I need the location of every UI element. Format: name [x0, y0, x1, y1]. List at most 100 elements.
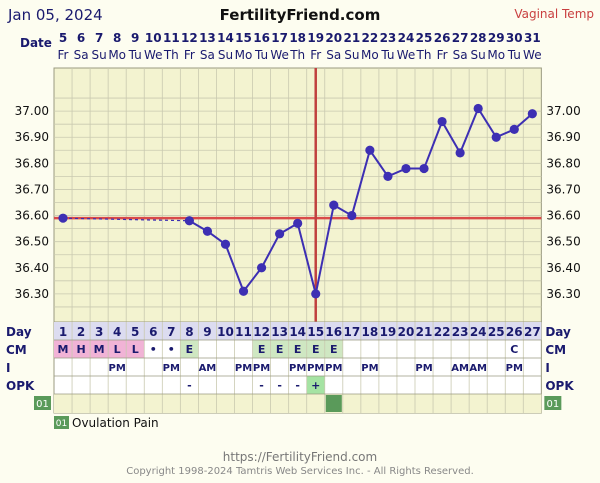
- intercourse-cell: PM: [361, 363, 378, 374]
- date-tick: 22: [362, 31, 379, 45]
- temp-point: [383, 171, 393, 181]
- day-row-label-right: Day: [545, 325, 571, 339]
- date-tick: 29: [488, 31, 505, 45]
- date-tick: 26: [434, 31, 451, 45]
- temp-segment: [423, 121, 444, 169]
- cycle-day-cell: 18: [362, 325, 379, 339]
- date-tick: 23: [380, 31, 397, 45]
- cm-row-label-right: CM: [545, 343, 566, 357]
- weekday-tick: Tu: [128, 48, 142, 62]
- temp-point: [509, 124, 519, 134]
- cm-cell-fill: [54, 340, 73, 358]
- weekday-tick: Su: [344, 48, 359, 62]
- temp-segment: [296, 223, 317, 295]
- opk-cell: -: [187, 379, 192, 392]
- date-tick: 27: [452, 31, 469, 45]
- i-row-label: I: [6, 361, 10, 375]
- weekday-tick: Sa: [74, 48, 89, 62]
- cycle-day-cell: 23: [452, 325, 469, 339]
- date-tick: 24: [398, 31, 415, 45]
- cycle-day-cell: 20: [398, 325, 415, 339]
- weekday-tick: Th: [416, 48, 432, 62]
- ytick-label-right: 36.30: [546, 287, 580, 301]
- footer-copyright: Copyright 1998-2024 Tamtris Web Services…: [126, 466, 474, 477]
- legend-code-box: [54, 416, 69, 429]
- date-tick: 17: [271, 31, 288, 45]
- code-label-box-right: [544, 396, 562, 410]
- cm-cell: C: [510, 343, 518, 356]
- date-label: Date: [20, 36, 52, 50]
- ytick-label-right: 36.50: [546, 235, 580, 249]
- legend-label: Ovulation Pain: [72, 416, 159, 430]
- intercourse-cell: AM: [469, 363, 487, 374]
- cycle-day-cell: 12: [253, 325, 270, 339]
- cycle-day-cell: 21: [416, 325, 433, 339]
- date-tick: 14: [217, 31, 234, 45]
- cycle-day-cell: 3: [95, 325, 103, 339]
- temp-point: [58, 213, 68, 223]
- date-tick: 12: [181, 31, 198, 45]
- temp-segment: [369, 149, 389, 177]
- temp-point: [401, 163, 411, 174]
- temp-point: [293, 218, 303, 228]
- cm-cell: E: [186, 343, 194, 356]
- start-date: Jan 05, 2024: [7, 6, 103, 24]
- intercourse-cell: AM: [199, 363, 217, 374]
- cm-cell: M: [94, 343, 105, 356]
- cycle-day-cell: 6: [149, 325, 157, 339]
- temp-point: [437, 116, 447, 127]
- temp-point: [473, 103, 483, 114]
- temp-point: [220, 239, 231, 249]
- ytick-label-right: 36.90: [546, 130, 580, 144]
- date-tick: 30: [506, 31, 523, 45]
- temp-point: [329, 200, 339, 210]
- intercourse-cell: PM: [253, 363, 270, 374]
- temp-type: Vaginal Temp: [514, 7, 594, 21]
- ytick-label-right: 37.00: [546, 104, 580, 118]
- temp-segment: [477, 107, 498, 138]
- date-tick: 7: [95, 31, 103, 45]
- cycle-day-cell: 19: [380, 325, 397, 339]
- cm-cell: L: [114, 343, 121, 356]
- cycle-day-cell: 5: [131, 325, 139, 339]
- weekday-tick: We: [270, 48, 289, 62]
- temp-segment: [441, 121, 461, 154]
- cycle-day-cell: 17: [343, 325, 360, 339]
- cm-cell: H: [76, 343, 85, 356]
- weekday-tick: Mo: [361, 48, 379, 62]
- cycle-day-cell: 25: [488, 325, 505, 339]
- cm-cell-fill: [306, 340, 325, 358]
- date-tick: 13: [199, 31, 216, 45]
- cm-cell-fill: [180, 340, 199, 358]
- weekday-tick: Fr: [184, 48, 195, 62]
- date-tick: 15: [235, 31, 252, 45]
- temp-point: [184, 216, 194, 226]
- date-tick: 16: [253, 31, 270, 45]
- weekday-tick: Mo: [235, 48, 253, 62]
- ytick-label-left: 36.70: [15, 182, 49, 196]
- intercourse-cell: PM: [415, 363, 432, 374]
- cycle-day-cell: 16: [325, 325, 342, 339]
- cycle-day-cell: 22: [434, 325, 451, 339]
- cycle-day-cell: 13: [271, 325, 288, 339]
- date-tick: 21: [343, 31, 360, 45]
- temp-segment: [260, 233, 281, 269]
- footer-url: https://FertilityFriend.com: [223, 450, 377, 464]
- cycle-day-cell: 15: [307, 325, 324, 339]
- ytick-label-right: 36.80: [546, 156, 580, 170]
- weekday-tick: Fr: [310, 48, 321, 62]
- ytick-label-left: 36.90: [15, 130, 49, 144]
- opk-cell: -: [259, 379, 264, 392]
- weekday-tick: Su: [92, 48, 107, 62]
- cm-cell: •: [150, 343, 157, 356]
- temp-segment: [224, 243, 245, 292]
- weekday-tick: We: [523, 48, 542, 62]
- ytick-label-right: 36.40: [546, 261, 580, 275]
- weekday-tick: We: [397, 48, 416, 62]
- temp-point: [202, 226, 213, 236]
- plot-area: [53, 67, 542, 323]
- site-title: FertilityFriend.com: [220, 6, 381, 24]
- date-tick: 20: [325, 31, 342, 45]
- intercourse-cell: PM: [307, 363, 324, 374]
- code-label-box: [34, 396, 51, 410]
